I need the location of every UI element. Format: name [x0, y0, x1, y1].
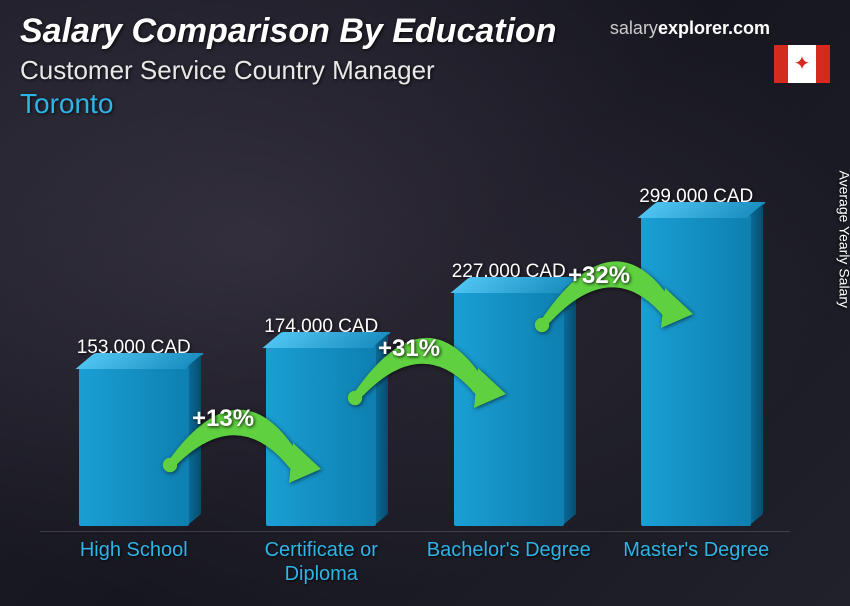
- x-axis: High School Certificate or Diploma Bachelo…: [40, 531, 790, 586]
- brand-label: salaryexplorer.com: [610, 18, 770, 39]
- bar: [454, 291, 564, 526]
- bar-chart: 153,000 CAD174,000 CAD227,000 CAD299,000…: [40, 160, 790, 586]
- bars-container: 153,000 CAD174,000 CAD227,000 CAD299,000…: [40, 160, 790, 526]
- bar-group: 153,000 CAD: [49, 337, 219, 526]
- x-axis-label: Certificate or Diploma: [236, 532, 406, 586]
- bar: [266, 346, 376, 526]
- brand-prefix: salary: [610, 18, 658, 38]
- chart-location: Toronto: [20, 88, 830, 120]
- x-axis-label: Bachelor's Degree: [424, 532, 594, 586]
- canada-flag-icon: ✦: [774, 45, 830, 83]
- y-axis-label: Average Yearly Salary: [836, 171, 850, 309]
- bar-group: 174,000 CAD: [236, 316, 406, 526]
- x-axis-label: Master's Degree: [611, 532, 781, 586]
- x-axis-label: High School: [49, 532, 219, 586]
- chart-subtitle: Customer Service Country Manager: [20, 55, 830, 86]
- bar-group: 299,000 CAD: [611, 186, 781, 526]
- bar: [79, 367, 189, 526]
- bar-group: 227,000 CAD: [424, 261, 594, 526]
- brand-suffix: explorer.com: [658, 18, 770, 38]
- bar: [641, 216, 751, 526]
